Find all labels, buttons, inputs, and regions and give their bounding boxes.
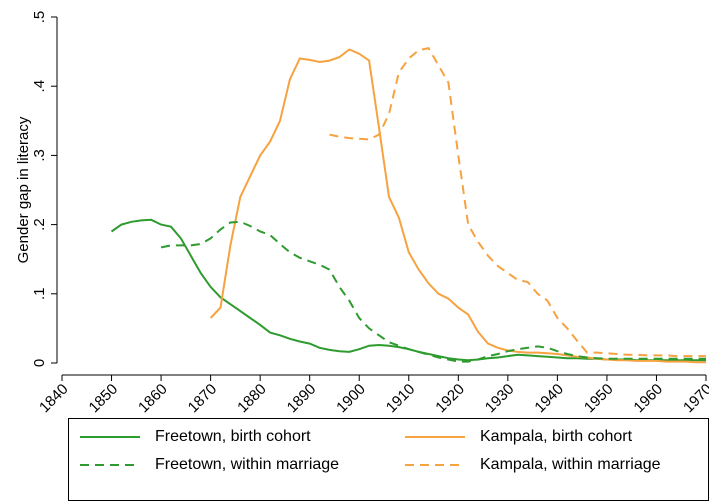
x-tick-label: 1940 [531, 381, 567, 417]
legend-label: Freetown, within marriage [155, 456, 339, 473]
legend-label: Freetown, birth cohort [155, 428, 311, 445]
y-tick-label: .5 [31, 11, 48, 24]
y-tick-label: .2 [31, 218, 48, 231]
series-line [160, 220, 706, 363]
x-tick-label: 1950 [581, 381, 617, 417]
y-tick-label: .4 [31, 80, 48, 93]
legend-label: Kampala, within marriage [480, 456, 661, 473]
x-tick-label: 1960 [630, 381, 666, 417]
x-tick-label: 1870 [185, 381, 221, 417]
y-axis-label: Gender gap in literacy [15, 116, 32, 263]
series-line [110, 218, 706, 362]
x-tick-label: 1860 [135, 381, 171, 417]
series-line [329, 46, 706, 358]
x-tick-label: 1920 [432, 381, 468, 417]
x-tick-label: 1900 [333, 381, 369, 417]
x-tick-label: 1840 [36, 381, 72, 417]
legend-label: Kampala, birth cohort [480, 428, 633, 445]
y-tick-label: .1 [31, 288, 48, 301]
x-tick-label: 1970 [680, 381, 709, 417]
y-tick-label: .3 [31, 149, 48, 162]
x-tick-label: 1910 [383, 381, 419, 417]
y-tick-label: 0 [31, 359, 48, 367]
x-tick-label: 1890 [284, 381, 320, 417]
series-line [209, 48, 706, 364]
x-tick-label: 1930 [482, 381, 518, 417]
x-tick-label: 1880 [234, 381, 270, 417]
x-tick-label: 1850 [86, 381, 122, 417]
